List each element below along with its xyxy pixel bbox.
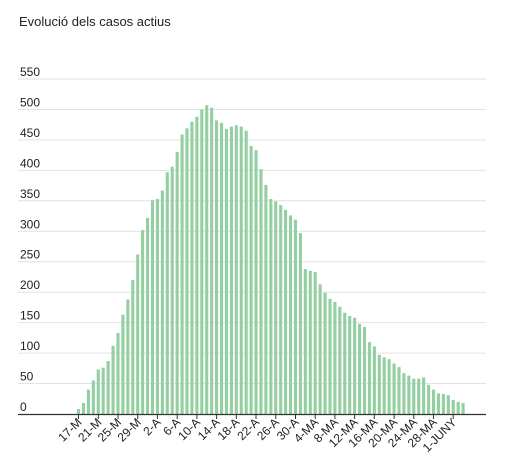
bar: [116, 332, 120, 414]
bar: [417, 378, 421, 414]
bar: [141, 230, 145, 414]
bar: [160, 190, 164, 414]
bar: [461, 403, 465, 414]
bar: [106, 361, 110, 414]
bar: [372, 346, 376, 414]
bar: [397, 367, 401, 414]
bar: [126, 299, 130, 414]
bar: [121, 314, 125, 414]
bar: [224, 128, 228, 414]
bar: [407, 375, 411, 414]
bar: [284, 209, 288, 414]
bar: [382, 357, 386, 414]
bar: [412, 378, 416, 414]
bar: [254, 150, 258, 414]
bar: [77, 409, 81, 414]
bar: [348, 315, 352, 414]
bar: [446, 395, 450, 414]
bar: [392, 363, 396, 414]
x-tick-labels: 17-M21-M25-M29-M2-A6-A10-A14-A18-A22-A26…: [55, 415, 459, 455]
bar: [111, 345, 115, 414]
bar: [81, 403, 86, 414]
bar: [343, 312, 347, 414]
x-tick-label: 29-M: [115, 415, 144, 444]
y-tick-label: 350: [20, 187, 40, 201]
bar: [96, 369, 100, 414]
bar: [318, 284, 322, 414]
bar: [190, 121, 194, 414]
bar: [91, 380, 95, 414]
y-tick-label: 100: [20, 339, 40, 353]
bars: [77, 105, 465, 415]
bar: [333, 301, 337, 414]
bar: [353, 317, 357, 414]
bar: [249, 146, 253, 414]
bar: [387, 359, 391, 414]
bar: [441, 393, 445, 414]
bar: [170, 166, 174, 414]
bar: [274, 201, 278, 414]
bar: [431, 389, 436, 414]
y-tick-label: 250: [20, 248, 40, 262]
y-tick-label: 300: [20, 217, 40, 231]
x-tick-label: 2-A: [140, 415, 163, 438]
bar: [86, 389, 90, 414]
bar: [427, 384, 431, 414]
bar: [210, 107, 214, 414]
bar: [234, 125, 238, 414]
bar: [259, 169, 263, 414]
bar: [165, 172, 169, 414]
bar: [402, 373, 406, 414]
bar: [377, 354, 381, 414]
bar: [279, 205, 283, 414]
y-tick-labels: 0 50 100 150 200 250 300 350 400 450 500 550: [20, 65, 40, 414]
bar: [185, 128, 189, 414]
bar: [205, 105, 209, 414]
bar: [298, 233, 302, 414]
bar: [195, 116, 199, 414]
bar: [308, 270, 312, 414]
bar: [175, 152, 179, 414]
bar: [215, 120, 219, 415]
bar: [146, 217, 150, 414]
bar: [180, 134, 184, 414]
bar: [293, 219, 298, 414]
bar: [451, 399, 455, 414]
bar: [229, 126, 233, 414]
bar: [200, 109, 204, 414]
bar: [362, 326, 367, 414]
y-tick-label: 400: [20, 156, 40, 170]
bar: [264, 184, 268, 414]
bar: [269, 198, 273, 414]
bar: [239, 126, 243, 414]
bar: [422, 377, 426, 414]
y-tick-label: 150: [20, 309, 40, 323]
bar: [131, 280, 135, 414]
bar: [303, 269, 307, 414]
bar: [456, 401, 460, 414]
y-tick-label: 450: [20, 126, 40, 140]
bar: [288, 215, 293, 414]
bar: [436, 393, 440, 414]
bar: [367, 342, 371, 414]
bar: [136, 254, 140, 414]
bar: [155, 198, 159, 414]
bar: [358, 323, 362, 414]
bar: [338, 306, 342, 414]
y-tick-label: 50: [20, 370, 34, 384]
bar: [150, 200, 155, 414]
y-tick-label: 200: [20, 278, 40, 292]
bar: [328, 298, 332, 414]
bar: [101, 367, 105, 414]
bar: [323, 292, 327, 414]
y-tick-label: 0: [20, 400, 27, 414]
bar: [219, 122, 224, 414]
bar: [313, 272, 317, 414]
chart-title: Evolució dels casos actius: [19, 14, 171, 29]
bar: [244, 130, 248, 414]
y-tick-label: 500: [20, 96, 40, 110]
y-tick-label: 550: [20, 65, 40, 79]
